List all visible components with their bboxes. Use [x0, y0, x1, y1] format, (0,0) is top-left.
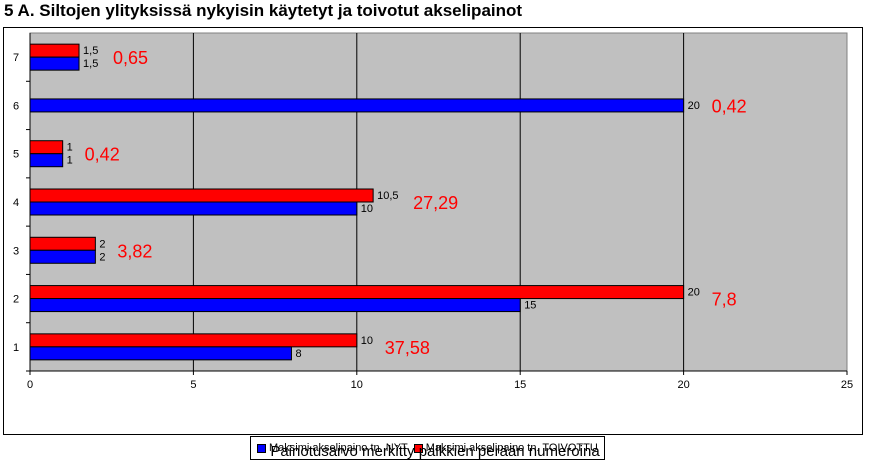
data-label-nyt: 2 — [99, 251, 105, 263]
y-tick-label: 5 — [13, 149, 19, 161]
bar-nyt — [29, 98, 685, 113]
legend-label-toivottu: Maksimi akselipaino tn. TOIVOTTU — [425, 442, 598, 454]
x-tick-label: 0 — [27, 379, 33, 391]
data-label-nyt: 20 — [688, 100, 700, 112]
data-label-nyt: 10 — [361, 203, 373, 215]
bar-toivottu — [29, 285, 685, 300]
y-tick-label: 3 — [13, 245, 19, 257]
chart-frame: 0 5 10 15 20 25 1 10 8 37,58 2 20 15 7,8 3 2 2 3,82 4 10,5 1… — [3, 27, 863, 460]
x-tick-label: 5 — [190, 379, 196, 391]
weight-annotation: 0,42 — [85, 145, 120, 165]
weight-annotation: 0,42 — [712, 96, 747, 116]
y-tick-label: 2 — [13, 294, 19, 306]
legend-item-toivottu: Maksimi akselipaino tn. TOIVOTTU — [413, 442, 598, 454]
data-label-nyt: 8 — [295, 348, 301, 360]
data-label-toivottu: 1 — [67, 142, 73, 154]
weight-annotation: 37,58 — [385, 338, 430, 358]
y-tick-label: 7 — [13, 52, 19, 64]
bar-toivottu — [29, 333, 358, 348]
y-tick-label: 1 — [13, 342, 19, 354]
bar-nyt — [29, 201, 358, 216]
bar-nyt — [29, 153, 64, 168]
weight-annotation: 27,29 — [413, 193, 458, 213]
bar-nyt — [29, 56, 80, 71]
bar-nyt — [29, 249, 96, 264]
weight-annotation: 0,65 — [113, 48, 148, 68]
weight-annotation: 3,82 — [117, 241, 152, 261]
bar-nyt — [29, 298, 521, 313]
data-label-nyt: 15 — [524, 300, 536, 312]
data-label-toivottu: 10 — [361, 335, 373, 347]
bar-toivottu — [29, 236, 96, 251]
legend-label-nyt: Maksimi akselipaino tn. NYT — [269, 442, 408, 454]
data-label-toivottu: 1,5 — [83, 45, 98, 57]
data-label-toivottu: 20 — [688, 287, 700, 299]
data-label-toivottu: 2 — [99, 238, 105, 250]
legend-swatch-nyt — [257, 443, 266, 453]
bar-toivottu — [29, 188, 374, 203]
x-tick-label: 15 — [514, 379, 526, 391]
legend-swatch-toivottu — [413, 443, 423, 453]
x-tick-label: 25 — [841, 379, 853, 391]
y-tick-label: 4 — [13, 197, 19, 209]
weight-annotation: 7,8 — [712, 290, 737, 310]
chart-title: 5 A. Siltojen ylityksissä nykyisin käyte… — [4, 1, 523, 20]
data-label-nyt: 1,5 — [83, 58, 98, 70]
bar-toivottu — [29, 140, 64, 155]
legend: Maksimi akselipaino tn. NYT Maksimi akse… — [250, 436, 605, 460]
x-tick-label: 20 — [677, 379, 689, 391]
chart-caption: Painotusarvo merkitty palkkien perään nu… — [270, 443, 600, 460]
y-tick-label: 6 — [13, 100, 19, 112]
legend-item-nyt: Maksimi akselipaino tn. NYT — [257, 442, 408, 454]
x-tick-label: 10 — [351, 379, 363, 391]
data-label-toivottu: 10,5 — [377, 190, 398, 202]
bar-toivottu — [29, 43, 80, 58]
data-label-nyt: 1 — [67, 155, 73, 167]
bar-nyt — [29, 346, 292, 361]
